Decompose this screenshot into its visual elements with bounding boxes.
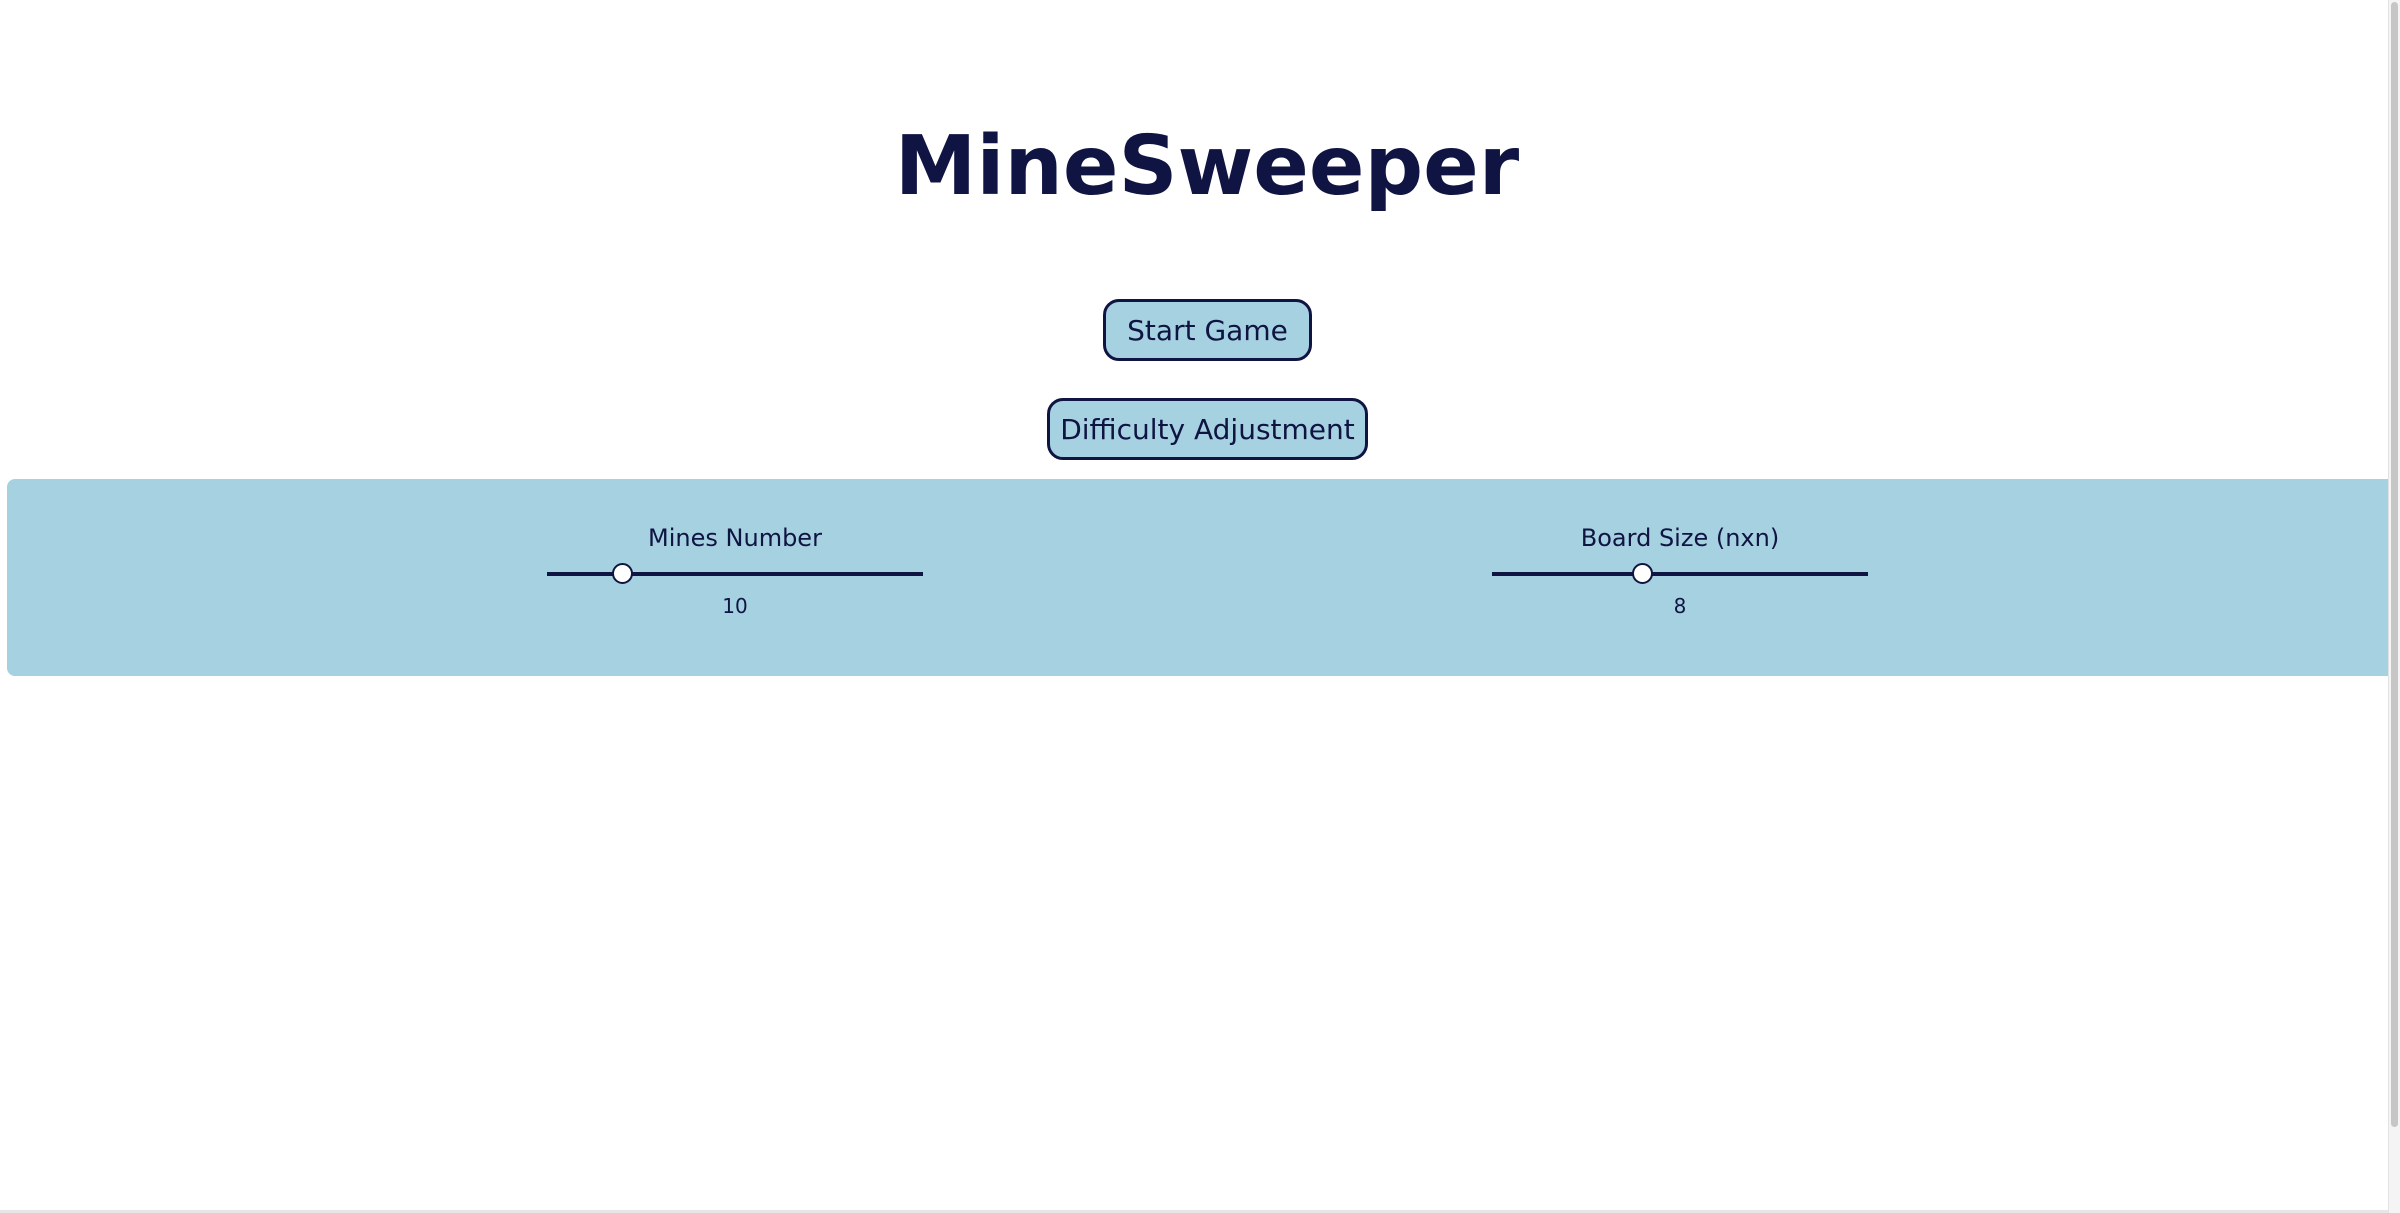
mines-number-value: 10 [722, 594, 748, 618]
difficulty-adjustment-button[interactable]: Difficulty Adjustment [1047, 398, 1368, 460]
start-game-button[interactable]: Start Game [1103, 299, 1312, 361]
bottom-divider [0, 1210, 2388, 1213]
board-size-value: 8 [1673, 594, 1687, 618]
mines-number-label: Mines Number [648, 524, 822, 552]
page-title: MineSweeper [894, 119, 1520, 214]
board-size-slider-thumb[interactable] [1632, 563, 1654, 584]
board-size-slider-track[interactable] [1492, 563, 1868, 584]
board-size-label: Board Size (nxn) [1580, 524, 1780, 552]
mines-number-slider-group: Mines Number 10 [545, 520, 925, 621]
mines-number-slider-track[interactable] [547, 563, 923, 584]
scrollbar-thumb[interactable] [2391, 2, 2398, 1127]
mines-number-slider-thumb[interactable] [612, 563, 634, 584]
difficulty-panel [7, 479, 2390, 676]
vertical-scrollbar[interactable] [2388, 0, 2400, 1213]
board-size-slider-group: Board Size (nxn) 8 [1490, 520, 1870, 621]
